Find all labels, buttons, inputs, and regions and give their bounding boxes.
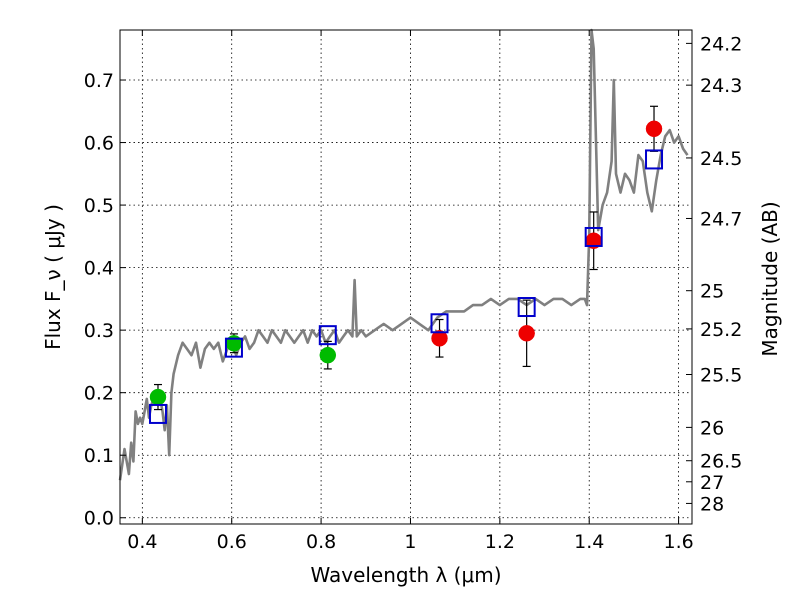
model-square-marker: [584, 226, 603, 247]
magnitude-tick-label: 26: [700, 417, 724, 439]
y-axis-label-text: Flux F_ν ( μJy ): [41, 204, 65, 350]
x-tick-label: 0.6: [217, 531, 247, 553]
y-tick-label: 0.3: [84, 320, 114, 342]
magnitude-tick-label: 24.2: [700, 33, 742, 55]
y-tick-label: 0.2: [84, 383, 114, 405]
x-tick-label: 0.8: [306, 531, 336, 553]
green-data-point: [319, 346, 337, 364]
red-data-point: [645, 120, 663, 138]
magnitude-tick-label: 25.5: [700, 364, 742, 386]
x-axis-label-text: Wavelength λ (μm): [310, 563, 501, 587]
right-axis-label: Magnitude (AB): [758, 201, 782, 356]
model-square-marker: [645, 149, 664, 170]
plot-frame: [119, 29, 693, 525]
x-tick-label: 1: [404, 531, 416, 553]
model-spectrum-line: [118, 28, 689, 481]
magnitude-tick-label: 24.5: [700, 148, 742, 170]
magnitude-tick-label: 27: [700, 472, 724, 494]
y-tick-label: 0.5: [84, 195, 114, 217]
red-data-point: [518, 325, 535, 342]
x-tick-label: 1.6: [663, 531, 693, 553]
ticks-layer: 0.4 0.6 0.8 1 1.2 1.4 1.6 0.0 0.1 0.2 0.3 0.4 0.5 0.6…: [84, 30, 742, 553]
right-axis-label-text: Magnitude (AB): [758, 201, 782, 356]
x-tick-label: 1.2: [485, 531, 515, 553]
model-square-marker: [148, 403, 167, 424]
y-tick-label: 0.1: [84, 445, 114, 467]
model-square-marker: [318, 325, 337, 346]
y-tick-label: 0.7: [84, 70, 114, 92]
red-data-point: [431, 330, 448, 347]
magnitude-tick-label: 24.7: [700, 208, 742, 230]
spectrum-layer: [118, 28, 689, 481]
green-data-point: [149, 388, 167, 406]
y-axis-label: Flux F_ν ( μJy ): [41, 204, 65, 350]
gridlines: [120, 30, 692, 524]
model-square-marker: [517, 297, 536, 318]
magnitude-tick-label: 26.5: [700, 451, 742, 473]
x-tick-label: 0.4: [127, 531, 157, 553]
x-axis-label: Wavelength λ (μm): [310, 563, 501, 587]
magnitude-tick-label: 25.2: [700, 319, 742, 341]
magnitude-tick-label: 28: [700, 493, 724, 515]
magnitude-tick-label: 24.3: [700, 75, 742, 97]
model-square-marker: [430, 313, 449, 334]
model-square-marker: [224, 337, 243, 358]
y-tick-label: 0.6: [84, 133, 114, 155]
magnitude-tick-label: 25: [700, 281, 724, 303]
x-tick-label: 1.4: [574, 531, 604, 553]
y-tick-label: 0.4: [84, 258, 114, 280]
y-tick-label: 0.0: [84, 508, 114, 530]
markers-layer: [148, 105, 664, 424]
